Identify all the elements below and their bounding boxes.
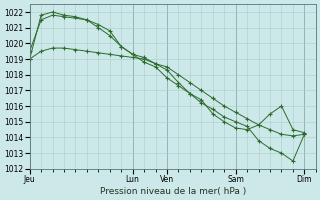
X-axis label: Pression niveau de la mer( hPa ): Pression niveau de la mer( hPa ) bbox=[100, 187, 246, 196]
